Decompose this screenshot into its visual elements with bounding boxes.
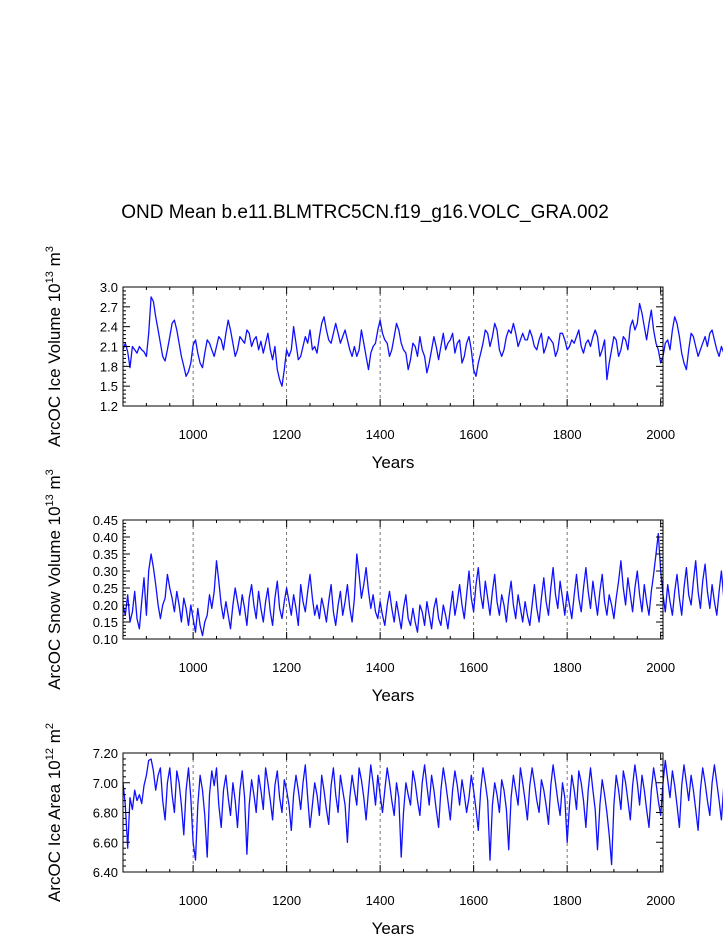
y-tick-label: 0.10	[93, 632, 118, 647]
x-tick-label: 1600	[459, 660, 488, 675]
x-tick-label: 1600	[459, 427, 488, 442]
y-tick-label: 7.00	[93, 776, 118, 791]
y-label-unit: m	[45, 729, 64, 748]
x-tick-label: 1200	[272, 660, 301, 675]
y-tick-label: 1.5	[100, 379, 118, 394]
x-tick-label: 1000	[179, 427, 208, 442]
plot-frame	[122, 519, 664, 640]
y-tick-label: 2.7	[100, 300, 118, 315]
x-gridlines	[192, 520, 568, 639]
ice-area-series	[122, 758, 723, 866]
chart-title: OND Mean b.e11.BLMTRC5CN.f19_g16.VOLC_GR…	[121, 202, 609, 223]
x-tick-label: 1800	[553, 660, 582, 675]
x-tick-label: 1200	[272, 427, 301, 442]
y-tick-label: 6.80	[93, 806, 118, 821]
x-tick-label: 2000	[646, 660, 675, 675]
y-tick-label: 1.8	[100, 359, 118, 374]
y-label-main: ArcOC Snow Volume 10	[45, 506, 64, 689]
y-axis-label: ArcOC Ice Volume 1013 m3	[44, 246, 64, 447]
x-tick-label: 1400	[366, 660, 395, 675]
y-tick-label: 0.30	[93, 564, 118, 579]
y-label-exponent: 13	[44, 271, 56, 283]
y-tick-label: 6.40	[93, 865, 118, 880]
tick-labels: 1000 1200 1400 1600 1800 2000 6.40 6.60 6.80 7.00…	[93, 746, 675, 908]
y-tick-label: 0.40	[93, 530, 118, 545]
tick-labels: 1000 1200 1400 1600 1800 2000 0.10 0.15 0.20 0.25…	[93, 513, 675, 675]
plot-frame	[122, 286, 664, 407]
y-tick-label: 0.15	[93, 615, 118, 630]
axis-ticks	[123, 519, 663, 640]
y-label-main: ArcOC Ice Volume 10	[45, 283, 64, 446]
snow-volume-series	[122, 532, 723, 637]
y-tick-label: 1.2	[100, 399, 118, 414]
panel-snow-volume: 1000 1200 1400 1600 1800 2000 0.10 0.15 0.20 0.25…	[44, 469, 723, 705]
x-gridlines	[192, 753, 568, 872]
x-tick-label: 1000	[179, 893, 208, 908]
x-axis-label: Years	[372, 686, 415, 705]
panel-ice-area: 1000 1200 1400 1600 1800 2000 6.40 6.60 6.80 7.00…	[44, 723, 723, 938]
y-label-unit-exponent: 2	[44, 723, 56, 729]
x-tick-label: 1000	[179, 660, 208, 675]
series-line	[122, 758, 723, 866]
y-tick-label: 2.1	[100, 340, 118, 355]
y-label-unit-exponent: 3	[44, 469, 56, 475]
panel-ice-volume: 1000 1200 1400 1600 1800 2000 1.2 1.5 1.8 2.1 2.4 2…	[44, 246, 723, 472]
x-tick-label: 2000	[646, 427, 675, 442]
y-axis-label: ArcOC Ice Area 1012 m2	[44, 723, 64, 902]
y-label-unit-exponent: 3	[44, 246, 56, 252]
x-axis-label: Years	[372, 919, 415, 935]
x-tick-label: 1400	[366, 893, 395, 908]
y-axis-label: ArcOC Snow Volume 1013 m3	[44, 469, 64, 690]
y-tick-label: 6.60	[93, 835, 118, 850]
y-label-exponent: 12	[44, 748, 56, 760]
y-tick-label: 0.25	[93, 581, 118, 596]
y-tick-label: 3.0	[100, 280, 118, 295]
x-tick-label: 1800	[553, 893, 582, 908]
y-label-exponent: 13	[44, 494, 56, 506]
y-tick-label: 0.20	[93, 598, 118, 613]
series-line	[122, 532, 723, 637]
ice-volume-series	[122, 296, 723, 387]
y-tick-label: 0.35	[93, 547, 118, 562]
y-label-unit: m	[45, 252, 64, 271]
x-tick-label: 1200	[272, 893, 301, 908]
series-line	[122, 296, 723, 387]
x-tick-label: 1800	[553, 427, 582, 442]
x-axis-label: Years	[372, 453, 415, 472]
x-tick-label: 1600	[459, 893, 488, 908]
x-gridlines	[192, 287, 568, 406]
y-tick-label: 7.20	[93, 746, 118, 761]
tick-labels: 1000 1200 1400 1600 1800 2000 1.2 1.5 1.8 2.1 2.4 2…	[100, 280, 675, 442]
y-label-main: ArcOC Ice Area 10	[45, 760, 64, 902]
x-tick-label: 1400	[366, 427, 395, 442]
y-tick-label: 0.45	[93, 513, 118, 528]
plot-frame	[122, 752, 664, 873]
x-tick-label: 2000	[646, 893, 675, 908]
y-tick-label: 2.4	[100, 320, 118, 335]
y-label-unit: m	[45, 475, 64, 494]
